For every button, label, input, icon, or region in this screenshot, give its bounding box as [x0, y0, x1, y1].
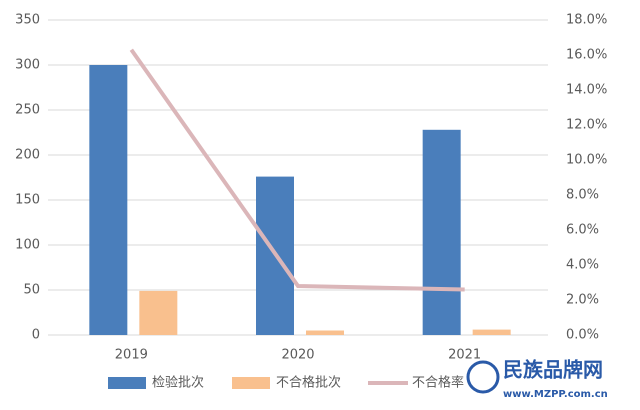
watermark: 民族品牌网 www.MZPP.com.cn — [466, 358, 608, 400]
y-tick-label: 350 — [15, 13, 40, 28]
bar — [422, 129, 461, 335]
watermark-url: www.MZPP.com.cn — [503, 389, 608, 400]
y2-tick-label: 14.0% — [566, 83, 607, 98]
bar — [139, 290, 178, 335]
y-tick-label: 50 — [23, 283, 40, 298]
y-tick-label: 250 — [15, 103, 40, 118]
watermark-title: 民族品牌网 — [503, 358, 603, 382]
y-tick-label: 100 — [15, 238, 40, 253]
bar — [306, 330, 344, 335]
watermark-logo — [466, 360, 500, 394]
bar — [89, 65, 128, 335]
legend-swatch — [108, 377, 146, 389]
y2-tick-label: 6.0% — [566, 223, 599, 238]
y2-tick-label: 4.0% — [566, 258, 599, 273]
y2-tick-label: 18.0% — [566, 13, 607, 28]
y2-tick-label: 12.0% — [566, 118, 607, 133]
y2-tick-label: 8.0% — [566, 188, 599, 203]
x-tick-label: 2021 — [448, 348, 481, 363]
legend-label: 检验批次 — [152, 375, 204, 391]
y2-tick-label: 10.0% — [566, 153, 607, 168]
y2-tick-label: 0.0% — [566, 328, 599, 343]
bar — [472, 329, 511, 335]
y2-tick-label: 16.0% — [566, 48, 607, 63]
y-tick-label: 0 — [32, 328, 40, 343]
x-tick-label: 2019 — [115, 348, 148, 363]
y2-tick-label: 2.0% — [566, 293, 599, 308]
line — [129, 48, 465, 292]
legend-label: 不合格率 — [412, 375, 464, 391]
y-tick-label: 200 — [15, 148, 40, 163]
legend-swatch — [232, 377, 270, 389]
y-tick-label: 300 — [15, 58, 40, 73]
legend-label: 不合格批次 — [276, 375, 341, 391]
x-tick-label: 2020 — [281, 348, 314, 363]
y-tick-label: 150 — [15, 193, 40, 208]
